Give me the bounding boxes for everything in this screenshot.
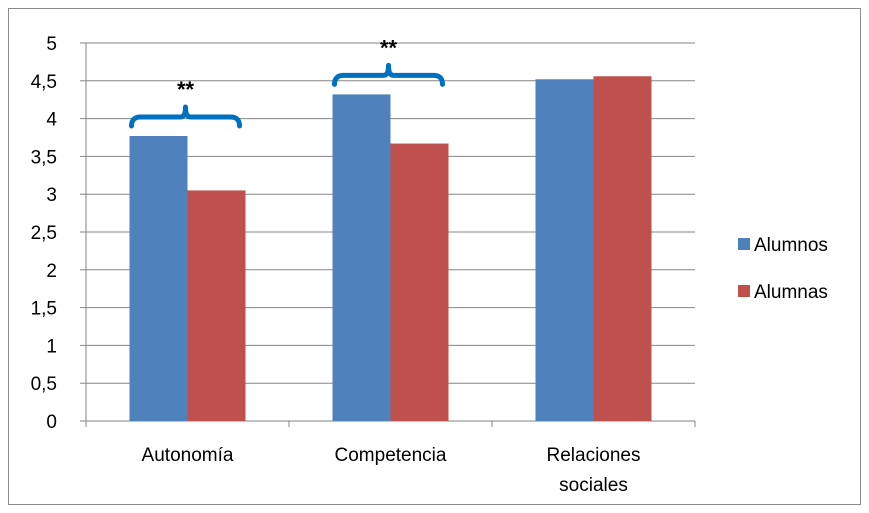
y-tick-label: 2 <box>46 261 57 282</box>
bar-alumnas-2 <box>390 143 449 421</box>
y-tick-label: 4 <box>46 110 57 131</box>
significance-bracket <box>332 62 445 87</box>
y-tick-label: 1,5 <box>31 299 57 320</box>
y-tick-label: 3 <box>46 185 57 206</box>
legend-label-alumnos: Alumnos <box>754 235 828 256</box>
y-tick-label: 0,5 <box>31 374 57 395</box>
bar-alumnas-3 <box>593 76 652 421</box>
x-category-label: sociales <box>559 475 628 496</box>
significance-label: ** <box>380 35 398 60</box>
y-tick-label: 2,5 <box>31 223 57 244</box>
y-tick-label: 0 <box>46 412 57 433</box>
legend-label-alumnas: Alumnas <box>754 282 828 303</box>
legend-swatch-alumnos <box>738 238 750 250</box>
significance-label: ** <box>177 77 195 102</box>
bar-alumnos-3 <box>535 79 594 422</box>
significance-bracket <box>129 104 242 129</box>
bar-alumnos-2 <box>332 94 391 422</box>
bar-alumnas-1 <box>187 190 246 421</box>
y-tick-label: 5 <box>46 34 57 55</box>
y-tick-label: 4,5 <box>31 72 57 93</box>
legend-swatch-alumnas <box>738 285 750 297</box>
x-category-label: Competencia <box>335 445 447 466</box>
x-category-label: Autonomía <box>142 445 234 466</box>
y-tick-label: 1 <box>46 336 57 357</box>
y-tick-label: 3,5 <box>31 147 57 168</box>
x-category-label: Relaciones <box>547 445 641 466</box>
bar-alumnos-1 <box>129 135 188 421</box>
